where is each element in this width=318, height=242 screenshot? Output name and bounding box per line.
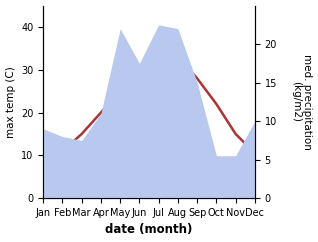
X-axis label: date (month): date (month) — [105, 223, 193, 236]
Y-axis label: max temp (C): max temp (C) — [5, 66, 16, 138]
Y-axis label: med. precipitation
(kg/m2): med. precipitation (kg/m2) — [291, 54, 313, 150]
